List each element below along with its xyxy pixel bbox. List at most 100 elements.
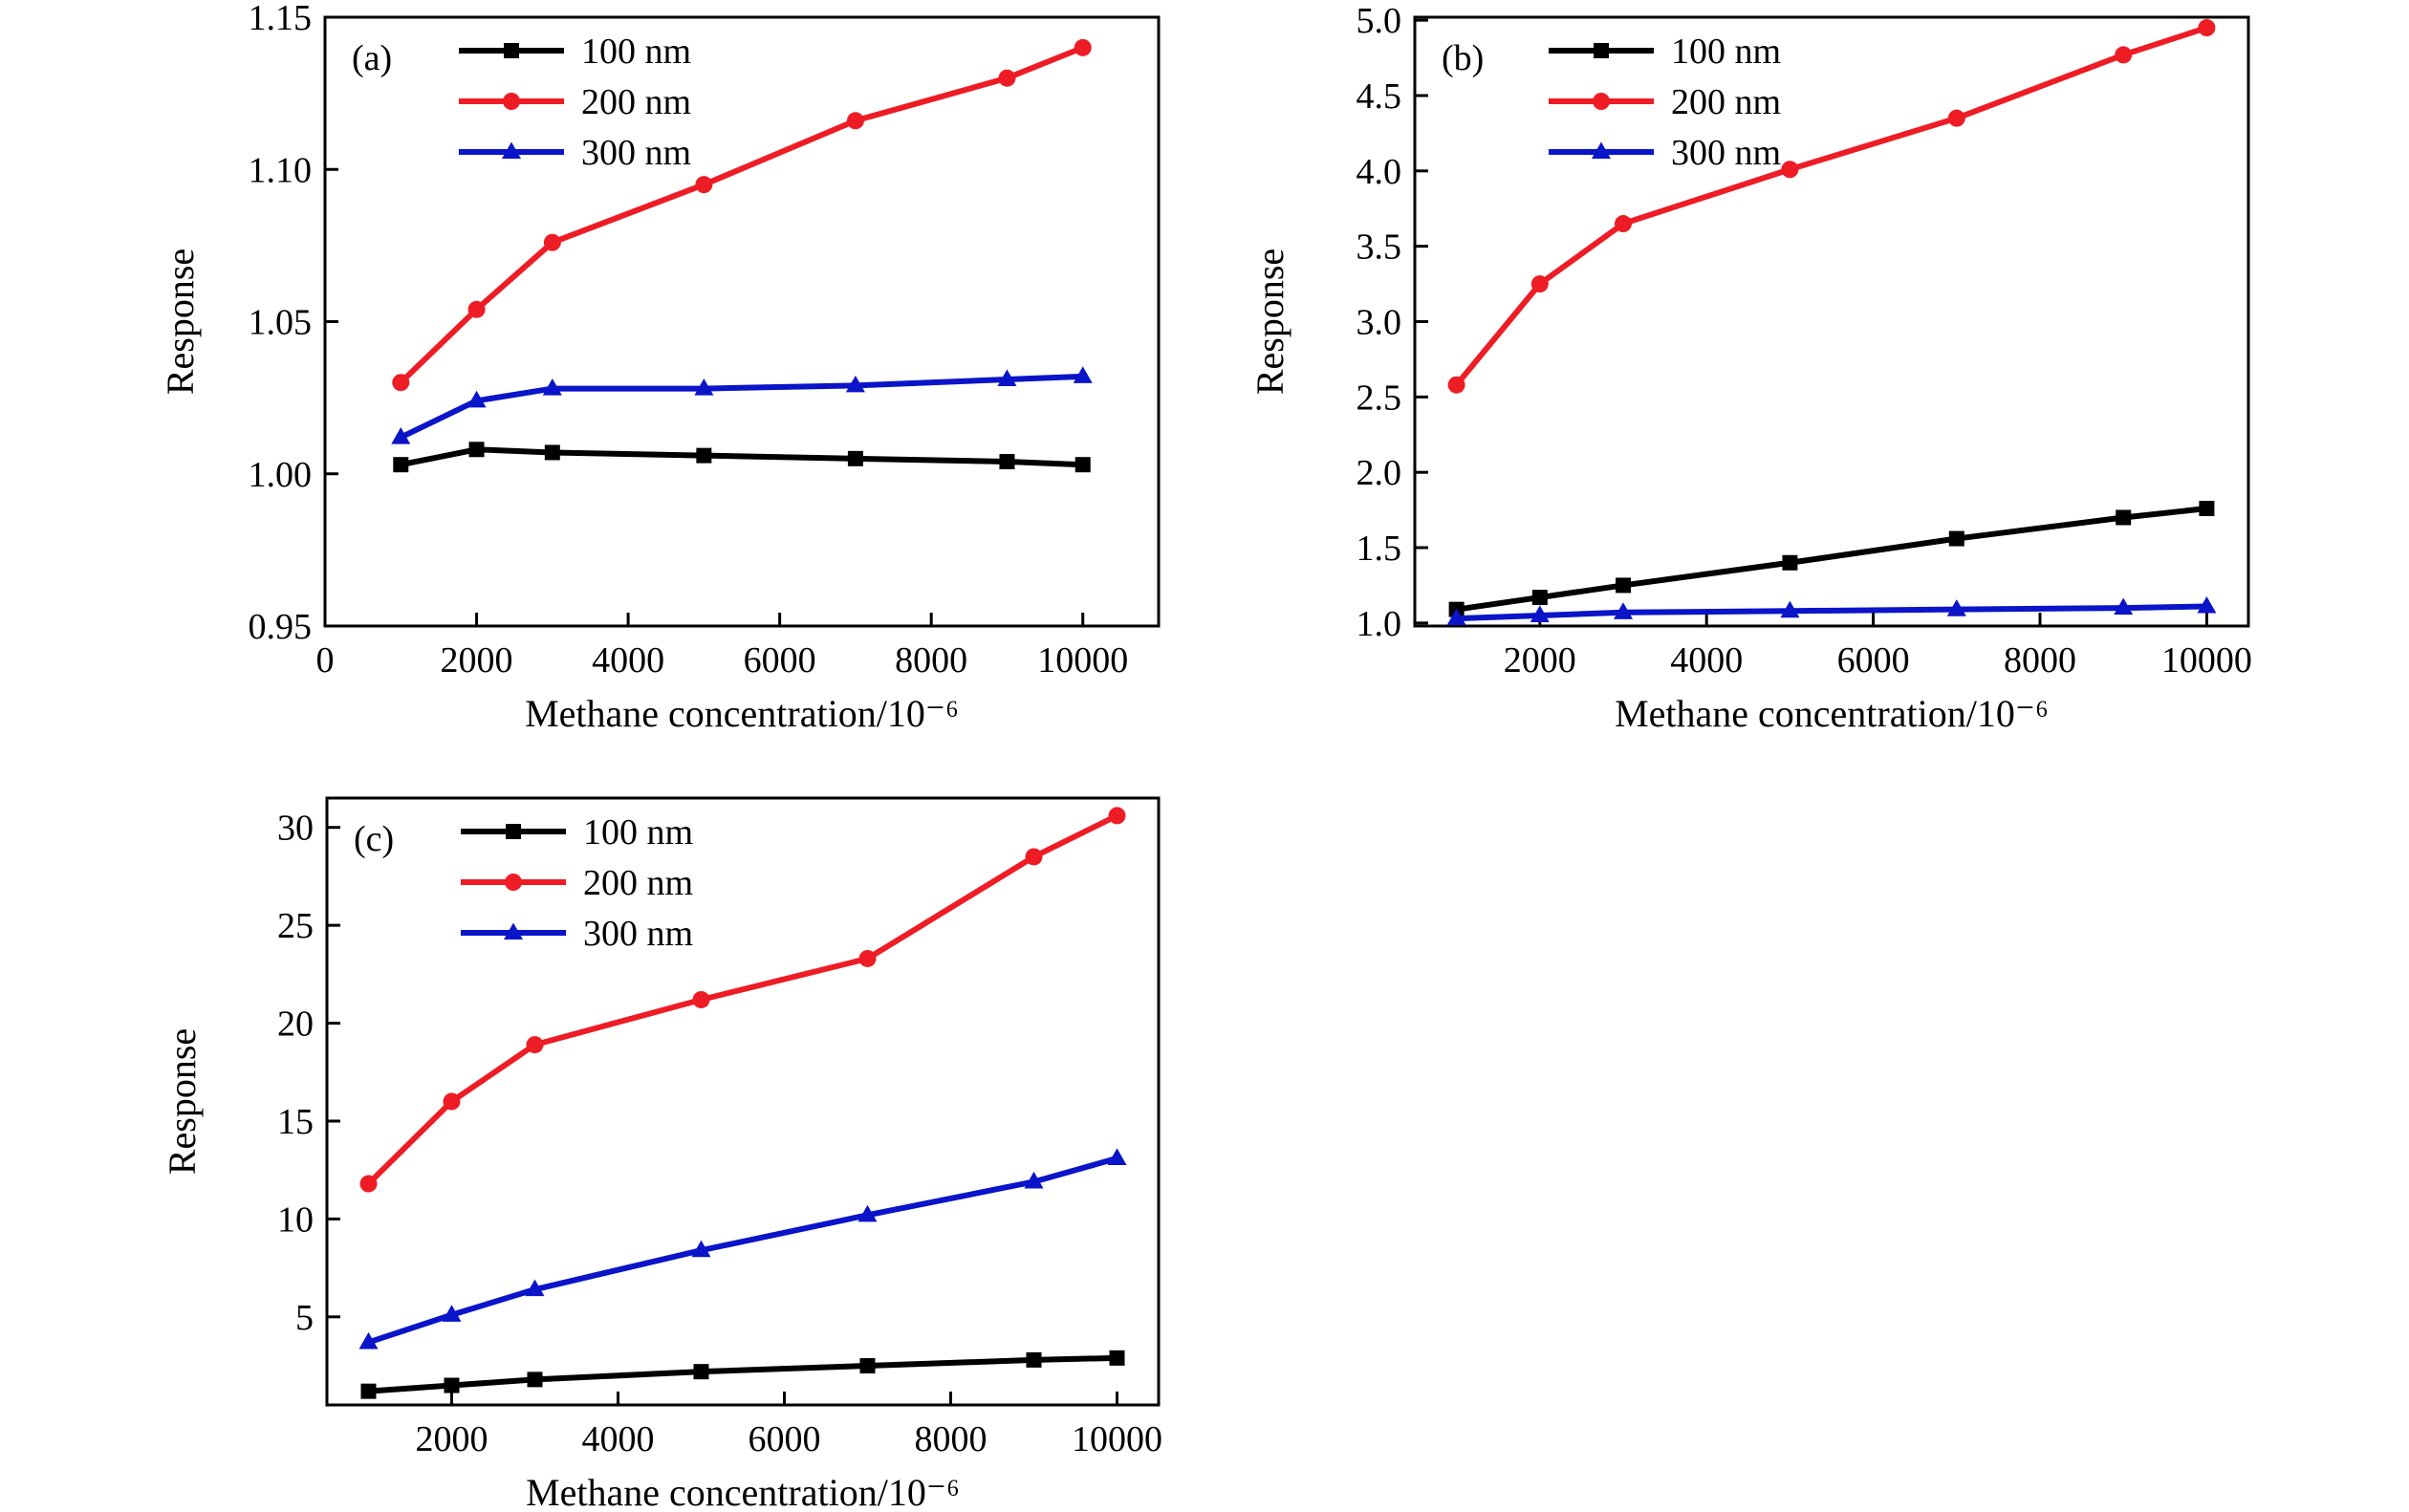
data-point	[543, 233, 561, 251]
data-point	[2114, 597, 2134, 616]
data-point	[2115, 46, 2133, 64]
data-point	[1530, 605, 1550, 623]
series-line	[1456, 603, 2207, 622]
data-point	[526, 1036, 544, 1054]
data-point	[1446, 608, 1466, 626]
data-point	[695, 176, 713, 194]
data-point	[2198, 19, 2216, 37]
data-point	[846, 112, 864, 130]
data-point	[2199, 501, 2215, 517]
data-point	[1074, 457, 1091, 473]
legend-marker	[505, 874, 522, 891]
y-axis-title: Response	[161, 1028, 204, 1175]
legend-item: 300 nm	[459, 133, 691, 173]
series-100-nm	[393, 442, 1091, 473]
y-tick-label: 20	[277, 1004, 314, 1045]
legend-item: 200 nm	[459, 82, 691, 122]
data-point	[998, 69, 1016, 87]
x-axis-title: Methane concentration/10⁻⁶	[1615, 692, 2049, 735]
legend-marker	[1592, 141, 1611, 160]
data-point	[1073, 366, 1093, 383]
x-tick-label: 0	[316, 640, 335, 680]
data-point	[693, 1364, 709, 1380]
legend-item: 300 nm	[461, 914, 693, 954]
x-tick-label: 2000	[416, 1419, 488, 1459]
data-point	[1946, 599, 1966, 616]
data-point	[1947, 109, 1965, 127]
y-tick-label: 2.5	[1356, 378, 1402, 418]
data-point	[542, 378, 562, 396]
y-axis-title: Response	[159, 248, 202, 395]
data-point	[1781, 161, 1799, 179]
x-tick-label: 10000	[1037, 640, 1128, 680]
data-point	[393, 457, 409, 473]
data-point	[1107, 1148, 1127, 1165]
data-point	[1530, 275, 1549, 293]
data-point	[1024, 1171, 1044, 1189]
data-point	[1948, 530, 1964, 547]
series-300-nm	[358, 1148, 1127, 1350]
legend: 100 nm 200 nm 300 nm	[459, 32, 691, 173]
series-200-nm	[359, 807, 1126, 1193]
legend-label: 200 nm	[1671, 82, 1781, 122]
series-line	[399, 45, 1084, 385]
series-line	[400, 446, 1083, 468]
y-tick-label: 1.05	[249, 303, 313, 343]
data-point	[527, 1372, 543, 1388]
data-point	[696, 447, 712, 464]
data-point	[1026, 1351, 1042, 1368]
series-100-nm	[360, 1350, 1125, 1399]
data-point	[1447, 376, 1465, 394]
data-point	[358, 1331, 379, 1350]
y-tick-label: 3.0	[1356, 303, 1402, 343]
data-point	[2116, 509, 2132, 526]
x-tick-label: 10000	[1072, 1419, 1162, 1459]
data-point	[845, 375, 865, 393]
x-tick-label: 8000	[895, 640, 967, 680]
legend-label: 200 nm	[583, 863, 693, 903]
legend-marker	[1594, 43, 1609, 58]
data-point	[1614, 602, 1633, 619]
data-point	[847, 450, 863, 466]
data-point	[1782, 554, 1798, 571]
data-point	[997, 369, 1017, 387]
data-point	[858, 949, 877, 967]
y-tick-label: 30	[277, 809, 314, 849]
legend-marker	[504, 922, 523, 940]
x-tick-label: 4000	[1670, 640, 1743, 680]
series-line	[367, 1156, 1118, 1346]
series-200-nm	[1447, 19, 2216, 394]
panel-b: 2000 4000 6000 8000 10000 1.0 1.5 2.0 2.5 3.0 3.5 4…	[1248, 1, 2252, 735]
y-tick-label: 10	[277, 1199, 314, 1240]
legend-label: 300 nm	[583, 914, 693, 954]
x-tick-label: 6000	[1837, 640, 1910, 680]
legend-item: 300 nm	[1549, 133, 1781, 173]
data-point	[1615, 215, 1632, 233]
x-tick-label: 4000	[592, 640, 664, 680]
plot-frame	[1413, 15, 2250, 628]
y-tick-label: 4.0	[1356, 152, 1402, 192]
series-200-nm	[392, 38, 1092, 392]
legend-label: 300 nm	[581, 133, 691, 173]
data-point	[359, 1175, 378, 1193]
data-point	[1109, 1350, 1125, 1366]
legend-item: 100 nm	[459, 32, 691, 72]
data-point	[391, 426, 411, 444]
y-axis-title: Response	[1248, 248, 1291, 395]
series-line	[399, 373, 1083, 441]
y-tick-label: 1.10	[249, 150, 313, 190]
x-tick-label: 8000	[915, 1419, 987, 1459]
data-point	[442, 1305, 462, 1322]
plot-frame	[325, 796, 1161, 1407]
x-tick-label: 8000	[2004, 640, 2076, 680]
data-point	[1108, 807, 1126, 825]
data-point	[544, 444, 560, 461]
x-tick-label: 4000	[582, 1419, 655, 1459]
data-point	[857, 1204, 878, 1222]
series-line	[368, 1354, 1118, 1394]
data-point	[1780, 600, 1800, 618]
panel-a: 0 2000 4000 6000 8000 10000 0.95 1.00 1.05 1.10 1.…	[159, 0, 1161, 735]
plot-frame	[323, 15, 1161, 628]
x-tick-label: 10000	[2161, 640, 2252, 680]
